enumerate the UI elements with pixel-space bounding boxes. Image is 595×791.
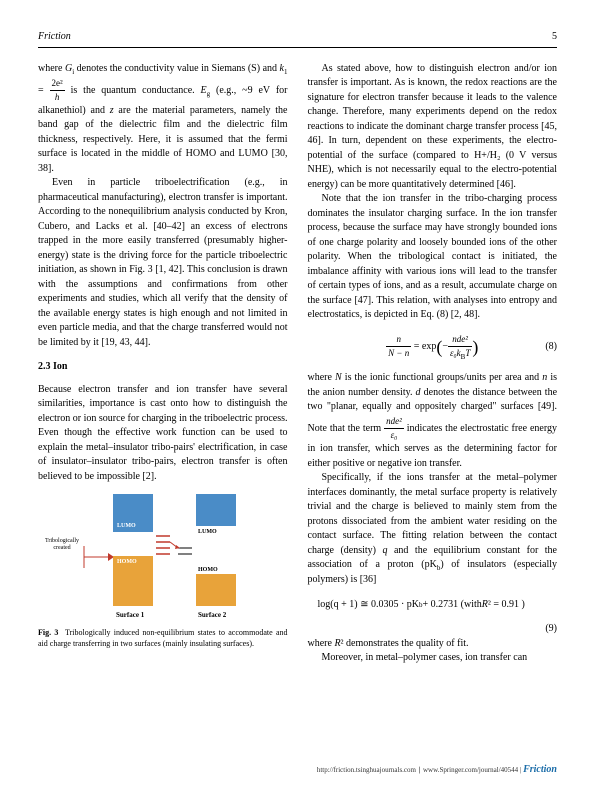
fraction-rhs: nde²ε₀kBT bbox=[448, 333, 472, 362]
text: where bbox=[38, 63, 65, 74]
surface2-label: Surface 2 bbox=[198, 610, 226, 620]
equation-9: log(q + 1) ≅ 0.0305 · pKb + 0.2731 (with… bbox=[308, 598, 558, 613]
text: where bbox=[308, 638, 335, 649]
text: is the quantum conductance. bbox=[65, 84, 201, 95]
equation-8: nN − n = exp(−nde²ε₀kBT) (8) bbox=[308, 333, 558, 362]
surface1-label: Surface 1 bbox=[116, 610, 144, 620]
lumo-label: LUMO bbox=[117, 522, 136, 531]
equation-number: (8) bbox=[545, 340, 557, 355]
paragraph: Note that the ion transfer in the tribo-… bbox=[308, 192, 558, 323]
fraction: 2e²h bbox=[50, 77, 65, 104]
denominator: h bbox=[50, 91, 65, 104]
figure-caption: Fig. 3 Fig. 3 Tribologically induced non… bbox=[38, 628, 288, 649]
eq-text: + 0.2731 (with bbox=[423, 598, 482, 613]
numerator: 2e² bbox=[50, 77, 65, 91]
numerator: nde² bbox=[384, 415, 404, 429]
text: where bbox=[308, 372, 336, 383]
paragraph: Because electron transfer and ion transf… bbox=[38, 383, 288, 485]
homo-label-2: HOMO bbox=[198, 566, 218, 575]
paragraph: Specifically, if the ions transfer at th… bbox=[308, 471, 558, 588]
denominator: ε₀kBT bbox=[448, 347, 472, 362]
surface2-lumo bbox=[196, 494, 236, 526]
energy-levels-icon bbox=[156, 534, 196, 574]
page-number: 5 bbox=[552, 30, 557, 45]
homo-label: HOMO bbox=[117, 558, 137, 567]
text: T bbox=[465, 348, 470, 358]
lumo-label-2: LUMO bbox=[198, 528, 217, 537]
denominator: ε₀ bbox=[384, 429, 404, 442]
surface1-lumo: LUMO bbox=[113, 494, 153, 532]
right-column: As stated above, how to distinguish elec… bbox=[308, 62, 558, 666]
paragraph: As stated above, how to distinguish elec… bbox=[308, 62, 558, 193]
eq-text: log(q + 1) ≅ 0.0305 · pK bbox=[318, 598, 420, 613]
paragraph: where Gi denotes the conductivity value … bbox=[38, 62, 288, 177]
paragraph: Even in particle triboelectrification (e… bbox=[38, 176, 288, 350]
fraction-lhs: nN − n bbox=[386, 333, 411, 360]
text: ε₀k bbox=[450, 348, 461, 358]
text: ² demonstrates the quality of fit. bbox=[341, 638, 469, 649]
tribo-label: Tribologically created bbox=[38, 538, 86, 551]
text: is the ionic functional groups/units per… bbox=[342, 372, 543, 383]
text: denotes the conductivity value in Sieman… bbox=[74, 63, 279, 74]
journal-name: Friction bbox=[38, 30, 71, 45]
fraction-term: nde²ε₀ bbox=[384, 415, 404, 442]
figure-diagram: Tribologically created LUMO HOMO LUMO HO… bbox=[38, 494, 288, 624]
surface2-homo bbox=[196, 574, 236, 606]
equation-number: (9) bbox=[545, 623, 557, 634]
paragraph: Moreover, in metal–polymer cases, ion tr… bbox=[308, 651, 558, 666]
page-footer: http://friction.tsinghuajournals.com ∣ w… bbox=[317, 763, 557, 778]
footer-text: http://friction.tsinghuajournals.com ∣ w… bbox=[317, 766, 523, 774]
eq-text: ² = 0.91 ) bbox=[488, 598, 525, 613]
denominator: N − n bbox=[386, 347, 411, 360]
two-column-layout: where Gi denotes the conductivity value … bbox=[38, 62, 557, 666]
variable-N: N bbox=[335, 372, 342, 383]
paragraph: where R² demonstrates the quality of fit… bbox=[308, 637, 558, 652]
text: Specifically, if the ions transfer at th… bbox=[308, 472, 558, 556]
equation-number-line: (9) bbox=[308, 622, 558, 637]
page-header: Friction 5 bbox=[38, 30, 557, 48]
footer-brand: Friction bbox=[523, 764, 557, 775]
section-heading: 2.3 Ion bbox=[38, 360, 288, 375]
subscript: 1 bbox=[284, 68, 288, 76]
numerator: nde² bbox=[448, 333, 472, 347]
numerator: n bbox=[386, 333, 411, 347]
surface1-homo: HOMO bbox=[113, 556, 153, 606]
figure-3: Tribologically created LUMO HOMO LUMO HO… bbox=[38, 494, 288, 649]
left-column: where Gi denotes the conductivity value … bbox=[38, 62, 288, 666]
paragraph: where N is the ionic functional groups/u… bbox=[308, 371, 558, 471]
